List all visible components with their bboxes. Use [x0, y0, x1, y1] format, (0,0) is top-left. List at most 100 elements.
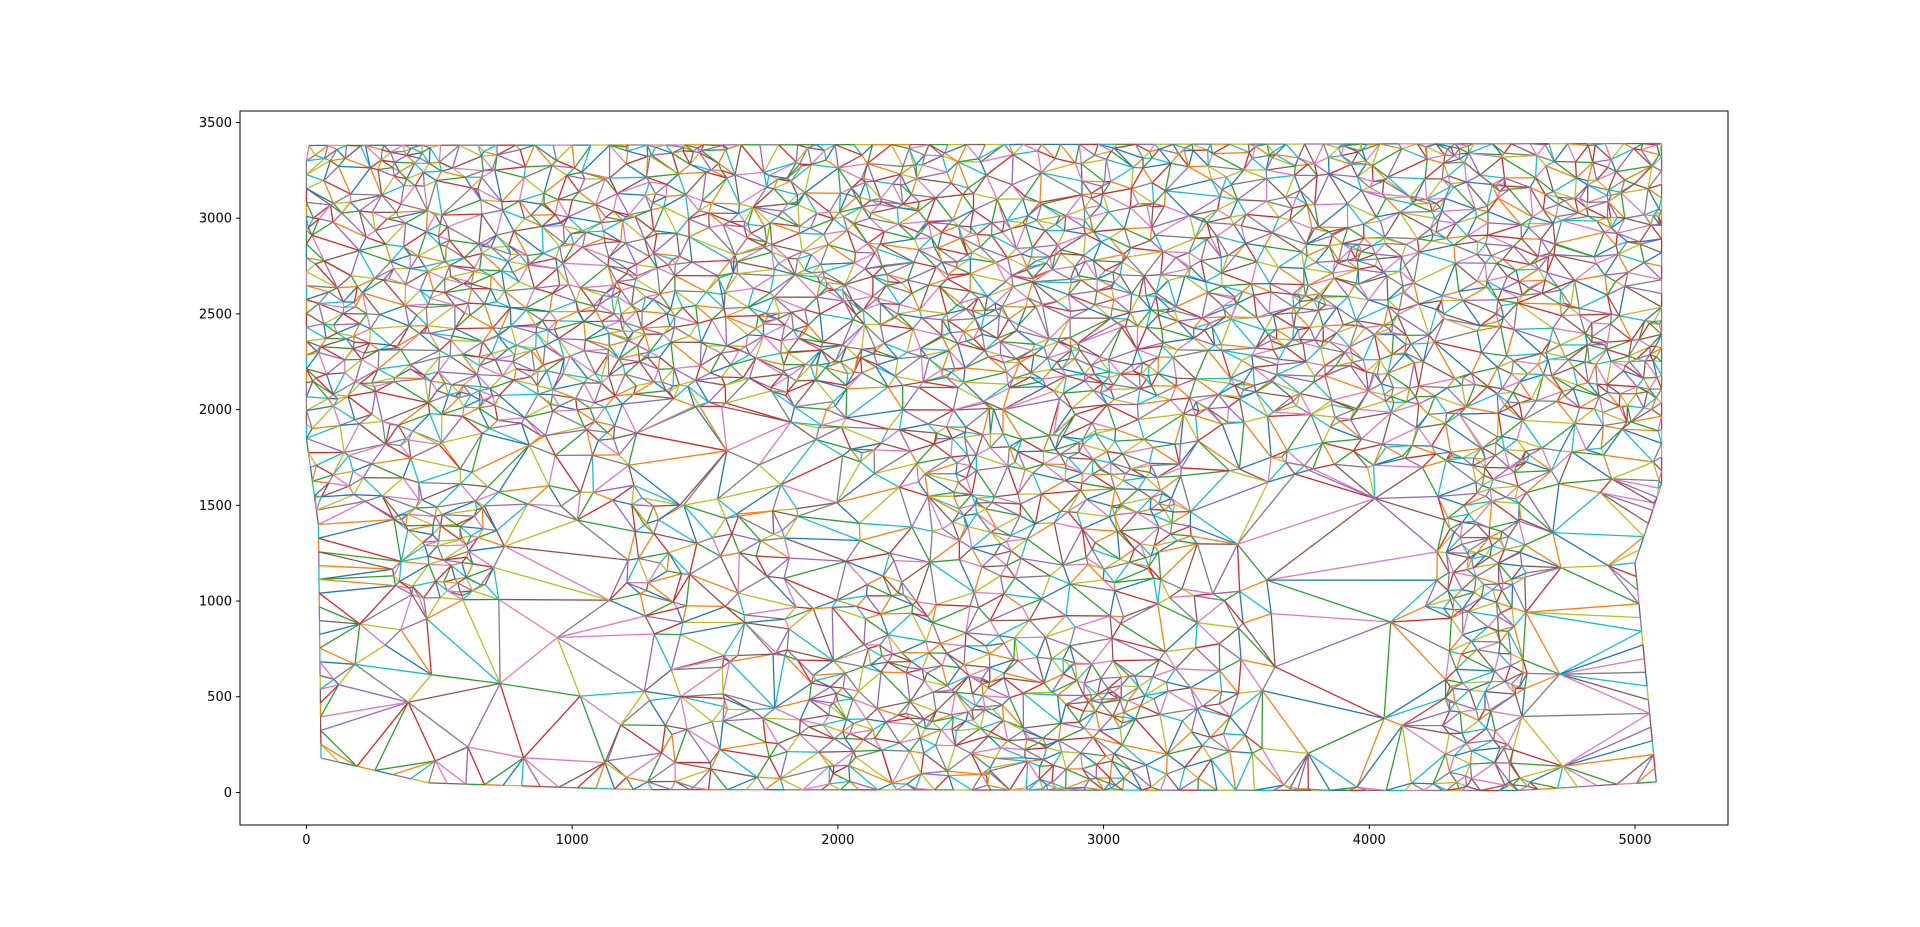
mesh-segment [575, 287, 582, 302]
mesh-segment [1497, 355, 1508, 368]
mesh-segment [1466, 739, 1494, 745]
mesh-segment [1150, 773, 1168, 788]
mesh-segment [976, 513, 992, 533]
mesh-segment [521, 785, 541, 788]
mesh-segment [1405, 335, 1408, 345]
mesh-segment [682, 307, 699, 324]
mesh-segment [1642, 644, 1645, 659]
mesh-segment [911, 661, 923, 670]
mesh-segment [1114, 440, 1124, 455]
mesh-segment [426, 223, 441, 233]
mesh-segment [426, 231, 439, 238]
mesh-segment [747, 296, 775, 309]
mesh-segment [784, 312, 793, 326]
mesh-segment [481, 155, 493, 170]
mesh-segment [1652, 461, 1663, 472]
mesh-segment [589, 407, 596, 422]
mesh-segment [1633, 143, 1644, 150]
mesh-segment [1503, 143, 1512, 154]
mesh-segment [975, 503, 987, 510]
mesh-segment [764, 777, 781, 791]
mesh-segment [956, 304, 967, 310]
mesh-segment [1426, 198, 1437, 205]
mesh-segment [1269, 374, 1278, 382]
mesh-segment [1091, 637, 1113, 665]
mesh-segment [1540, 222, 1554, 240]
mesh-segment [1007, 446, 1011, 467]
mesh-segment [1165, 754, 1168, 775]
mesh-segment [1286, 414, 1312, 451]
mesh-segment [454, 302, 469, 307]
mesh-segment [663, 194, 687, 208]
mesh-segment [1093, 253, 1124, 262]
mesh-segment [844, 733, 851, 739]
mesh-segment [837, 698, 854, 702]
mesh-segment [1054, 436, 1064, 450]
mesh-segment [1195, 378, 1230, 385]
mesh-segment [1453, 571, 1477, 578]
mesh-segment [1550, 451, 1573, 472]
mesh-segment [552, 284, 570, 294]
mesh-segment [1404, 344, 1407, 353]
mesh-segment [490, 246, 509, 263]
mesh-segment [1595, 263, 1606, 276]
mesh-segment [463, 283, 472, 290]
mesh-segment [1107, 684, 1122, 690]
mesh-segment [879, 634, 889, 646]
mesh-segment [485, 399, 496, 406]
mesh-segment [892, 183, 904, 205]
mesh-segment [1140, 705, 1161, 716]
mesh-segment [1579, 395, 1600, 409]
mesh-segment [562, 225, 565, 244]
mesh-segment [1307, 272, 1333, 287]
mesh-segment [577, 407, 590, 411]
mesh-segment [306, 180, 325, 190]
mesh-segment [543, 199, 559, 205]
mesh-segment [535, 332, 546, 347]
mesh-segment [1453, 244, 1456, 264]
mesh-segment [1386, 275, 1404, 287]
mesh-segment [781, 530, 786, 539]
mesh-segment [524, 144, 536, 168]
mesh-segment [484, 757, 524, 786]
mesh-segment [905, 672, 911, 702]
mesh-segment [1640, 143, 1644, 151]
mesh-segment [575, 397, 595, 404]
mesh-segment [1060, 490, 1082, 512]
mesh-segment [1350, 248, 1357, 259]
mesh-segment [1436, 531, 1455, 553]
mesh-segment [1168, 505, 1174, 513]
mesh-segment [1015, 575, 1051, 579]
mesh-segment [836, 486, 900, 504]
mesh-segment [738, 206, 754, 214]
mesh-segment [1462, 447, 1482, 459]
mesh-segment [406, 171, 424, 180]
mesh-segment [991, 222, 1003, 233]
mesh-segment [320, 346, 354, 350]
mesh-segment [929, 540, 960, 563]
mesh-segment [967, 174, 987, 189]
mesh-segment [1000, 354, 1005, 363]
mesh-segment [1452, 687, 1470, 691]
mesh-segment [894, 317, 914, 330]
mesh-segment [765, 296, 775, 314]
mesh-segment [661, 734, 673, 754]
mesh-segment [807, 313, 821, 326]
mesh-segment [1102, 382, 1114, 386]
mesh-segment [1442, 290, 1460, 297]
mesh-segment [815, 426, 842, 441]
mesh-segment [950, 182, 964, 196]
mesh-segment [1514, 470, 1552, 473]
mesh-segment [609, 144, 626, 148]
mesh-segment [757, 315, 765, 323]
mesh-segment [1031, 230, 1046, 248]
mesh-segment [757, 776, 781, 780]
mesh-segment [503, 503, 529, 547]
mesh-segment [477, 144, 485, 152]
mesh-segment [1501, 530, 1509, 538]
mesh-segment [1153, 527, 1160, 547]
mesh-segment [836, 599, 857, 608]
mesh-segment [993, 465, 1009, 498]
mesh-segment [1189, 215, 1203, 222]
mesh-segment [745, 334, 749, 347]
